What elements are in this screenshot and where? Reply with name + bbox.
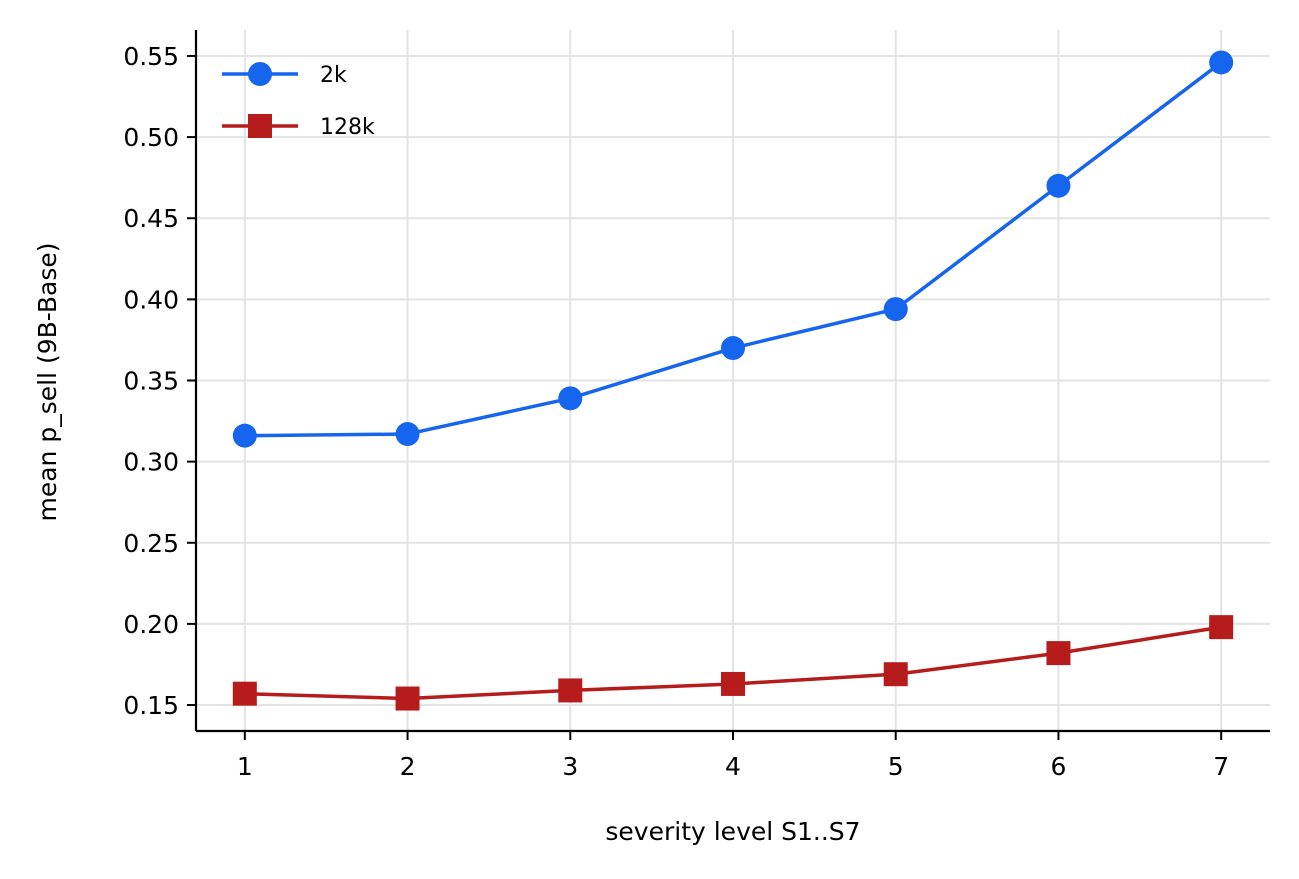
- legend-marker: [248, 62, 272, 86]
- data-point: [1209, 50, 1234, 75]
- y-tick-label: 0.25: [123, 529, 179, 558]
- legend: 2k 128k: [222, 62, 375, 140]
- data-point: [883, 662, 908, 687]
- data-point: [1209, 615, 1234, 640]
- data-point: [558, 678, 583, 703]
- data-point: [232, 423, 257, 448]
- y-tick-label: 0.30: [123, 448, 179, 477]
- legend-label: 2k: [320, 63, 347, 88]
- legend-marker: [248, 114, 272, 138]
- x-axis-label: severity level S1..S7: [605, 817, 860, 846]
- data-point: [1046, 173, 1071, 198]
- x-tick-label: 5: [888, 752, 904, 781]
- data-point: [395, 686, 420, 711]
- legend-item-2k: 2k: [222, 62, 347, 88]
- x-tick-label: 4: [725, 752, 741, 781]
- x-tick-label: 2: [400, 752, 416, 781]
- grid: [196, 30, 1270, 731]
- data-point: [883, 297, 908, 322]
- data-point: [232, 681, 257, 706]
- data-point: [395, 422, 420, 447]
- data-point: [721, 671, 745, 696]
- ticks: 1 2 3 4 5 6 7 0.15 0.20 0.25 0.30 0.35 0.40 0.45 0.50 0…: [123, 42, 1229, 781]
- y-tick-label: 0.55: [123, 42, 179, 71]
- x-tick-label: 7: [1213, 752, 1229, 781]
- x-tick-label: 3: [562, 752, 578, 781]
- data-point: [558, 386, 583, 411]
- x-tick-label: 1: [237, 752, 253, 781]
- x-tick-label: 6: [1051, 752, 1067, 781]
- series-128k: [232, 615, 1234, 711]
- y-tick-label: 0.15: [123, 691, 179, 720]
- legend-item-128k: 128k: [222, 114, 375, 140]
- legend-label: 128k: [320, 115, 375, 140]
- y-tick-label: 0.50: [123, 123, 179, 152]
- series: [232, 50, 1234, 711]
- series-2k: [232, 50, 1234, 448]
- y-tick-label: 0.45: [123, 204, 179, 233]
- data-point: [721, 336, 745, 361]
- data-point: [1046, 641, 1071, 666]
- y-tick-label: 0.20: [123, 610, 179, 639]
- y-axis-label: mean p_sell (9B-Base): [33, 242, 62, 521]
- y-tick-label: 0.35: [123, 367, 179, 396]
- y-tick-label: 0.40: [123, 285, 179, 314]
